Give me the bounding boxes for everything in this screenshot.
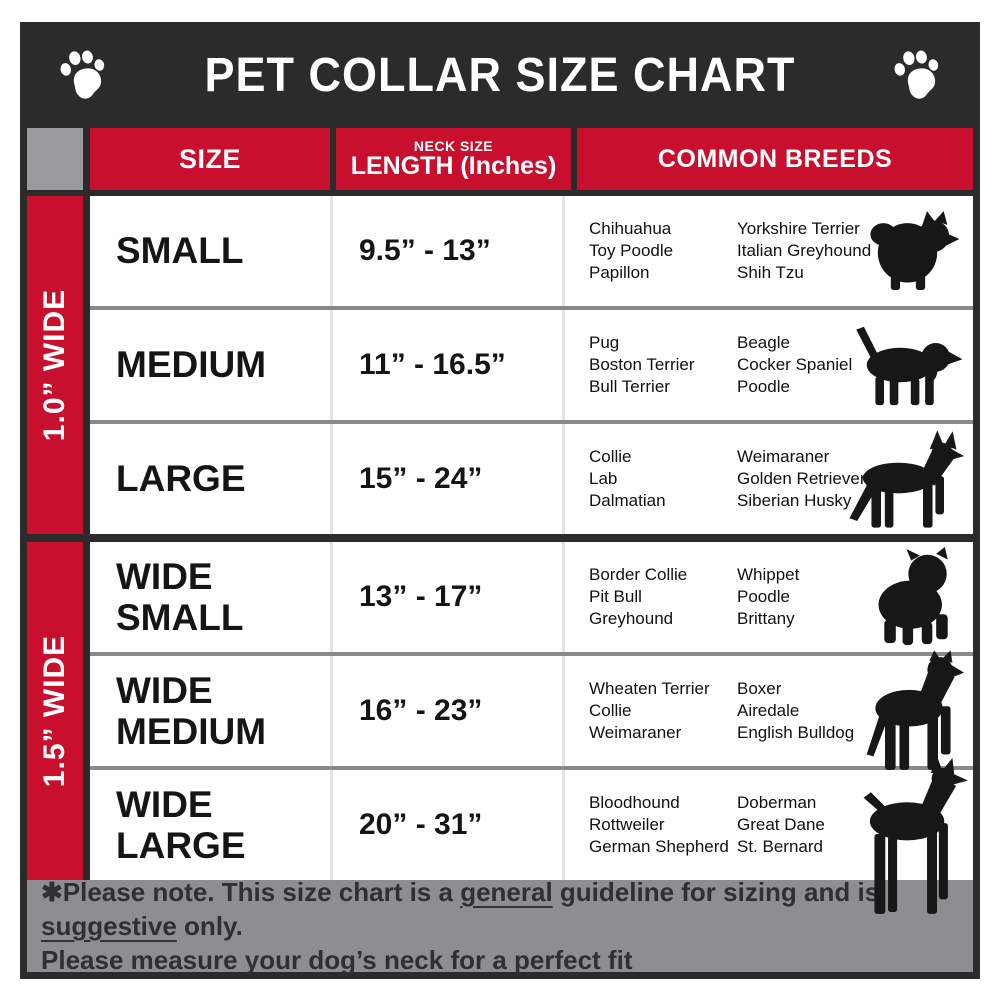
table-row-large: LARGE 15” - 24” Collie Lab Dalmatian Wei… bbox=[90, 424, 973, 534]
size-table: SIZE NECK SIZE LENGTH (Inches) COMMON BR… bbox=[90, 128, 973, 914]
breed-list-left: Bloodhound Rottweiler German Shepherd bbox=[589, 792, 729, 857]
footer-line-2: Please measure your dog’s neck for a per… bbox=[41, 945, 633, 976]
breed-list-right: Beagle Cocker Spaniel Poodle bbox=[737, 332, 853, 397]
page-title: PET COLLAR SIZE CHART bbox=[204, 46, 796, 102]
breed-list-right: Yorkshire Terrier Italian Greyhound Shih… bbox=[737, 218, 872, 283]
footer-text: guideline for sizing and is bbox=[552, 876, 880, 907]
neck-size-cell: 15” - 24” bbox=[330, 424, 565, 534]
header-size: SIZE bbox=[90, 128, 330, 190]
neck-size-cell: 16” - 23” bbox=[330, 656, 565, 766]
pit-bull-dog-icon bbox=[866, 650, 965, 770]
row-divider bbox=[90, 306, 973, 310]
header-neck-size: NECK SIZE LENGTH (Inches) bbox=[336, 128, 571, 190]
breed-list-right: Whippet Poodle Brittany bbox=[737, 564, 800, 629]
table-row-medium: MEDIUM 11” - 16.5” Pug Boston Terrier Bu… bbox=[90, 310, 973, 420]
collar-width-band-1.0: 1.0” WIDE bbox=[27, 196, 83, 534]
breed-list-left: Collie Lab Dalmatian bbox=[589, 446, 666, 511]
corner-cell bbox=[27, 128, 83, 196]
row-divider bbox=[90, 420, 973, 424]
breed-list-right: Doberman Great Dane St. Bernard bbox=[737, 792, 825, 857]
breeds-cell: Bloodhound Rottweiler German Shepherd Do… bbox=[565, 756, 973, 914]
breed-list-left: Wheaten Terrier Collie Weimaraner bbox=[589, 678, 710, 743]
footer-note: ✱Please note. This size chart is a gener… bbox=[27, 877, 973, 975]
size-cell: WIDE LARGE bbox=[116, 783, 246, 866]
breed-list-left: Border Collie Pit Bull Greyhound bbox=[589, 564, 688, 629]
size-cell: SMALL bbox=[116, 230, 244, 272]
chart-frame: 1.0” WIDE 1.5” WIDE SIZE NECK SIZE LENGT… bbox=[20, 128, 980, 979]
breeds-cell: Pug Boston Terrier Bull Terrier Beagle C… bbox=[565, 310, 973, 420]
row-divider bbox=[90, 652, 973, 656]
table-row-wide-large: WIDE LARGE 20” - 31” Bloodhound Rottweil… bbox=[90, 756, 973, 914]
breed-list-right: Weimaraner Golden Retriever Siberian Hus… bbox=[737, 446, 866, 511]
neck-size-cell: 9.5” - 13” bbox=[330, 196, 565, 306]
section-divider bbox=[90, 534, 973, 542]
paw-print-icon bbox=[894, 50, 939, 99]
section-divider bbox=[27, 534, 83, 542]
collar-width-band-1.5: 1.5” WIDE bbox=[27, 542, 83, 880]
footer-text: only. bbox=[176, 910, 243, 941]
breeds-cell: Border Collie Pit Bull Greyhound Whippet… bbox=[565, 542, 973, 652]
footer-text: ✱Please note. This size chart is a bbox=[41, 876, 461, 907]
table-row-wide-medium: WIDE MEDIUM 16” - 23” Wheaten Terrier Co… bbox=[90, 650, 973, 770]
size-cell: WIDE MEDIUM bbox=[116, 669, 267, 752]
collar-width-column: 1.0” WIDE 1.5” WIDE bbox=[27, 128, 90, 880]
table-row-small: SMALL 9.5” - 13” Chihuahua Toy Poodle Pa… bbox=[90, 196, 973, 306]
neck-size-cell: 20” - 31” bbox=[330, 770, 565, 880]
collar-width-label: 1.0” WIDE bbox=[38, 288, 71, 442]
header-neck-size-main: LENGTH (Inches) bbox=[350, 152, 557, 181]
german-shepherd-dog-icon bbox=[849, 430, 965, 528]
neck-size-cell: 11” - 16.5” bbox=[330, 310, 565, 420]
breed-list-right: Boxer Airedale English Bulldog bbox=[737, 678, 855, 743]
size-chart-sheet: PET COLLAR SIZE CHART 1.0” WIDE 1.5” WI bbox=[20, 22, 980, 979]
breeds-cell: Chihuahua Toy Poodle Papillon Yorkshire … bbox=[565, 196, 973, 306]
row-divider bbox=[90, 766, 973, 770]
footer-line-1: ✱Please note. This size chart is a gener… bbox=[41, 875, 973, 944]
header-common-breeds: COMMON BREEDS bbox=[577, 128, 973, 190]
footer-underlined-word: suggestive bbox=[41, 910, 177, 941]
breeds-cell: Wheaten Terrier Collie Weimaraner Boxer … bbox=[565, 650, 973, 770]
size-cell: WIDE SMALL bbox=[116, 555, 244, 638]
beagle-dog-icon bbox=[856, 326, 963, 406]
pomeranian-dog-icon bbox=[870, 211, 960, 290]
breeds-cell: Collie Lab Dalmatian Weimaraner Golden R… bbox=[565, 424, 973, 534]
breed-list-left: Chihuahua Toy Poodle Papillon bbox=[589, 218, 674, 283]
breed-list-left: Pug Boston Terrier Bull Terrier bbox=[589, 332, 695, 397]
bulldog-dog-icon bbox=[878, 547, 948, 646]
neck-size-cell: 13” - 17” bbox=[330, 542, 565, 652]
footer-underlined-word: general bbox=[460, 876, 553, 907]
header-neck-size-top: NECK SIZE bbox=[413, 137, 494, 154]
table-header-row: SIZE NECK SIZE LENGTH (Inches) COMMON BR… bbox=[90, 128, 973, 196]
size-cell: LARGE bbox=[116, 458, 246, 500]
size-cell: MEDIUM bbox=[116, 344, 267, 386]
paw-print-icon bbox=[60, 50, 105, 99]
doberman-dog-icon bbox=[863, 756, 968, 914]
title-bar: PET COLLAR SIZE CHART bbox=[20, 22, 980, 128]
table-row-wide-small: WIDE SMALL 13” - 17” Border Collie Pit B… bbox=[90, 542, 973, 652]
collar-width-label: 1.5” WIDE bbox=[38, 634, 71, 788]
